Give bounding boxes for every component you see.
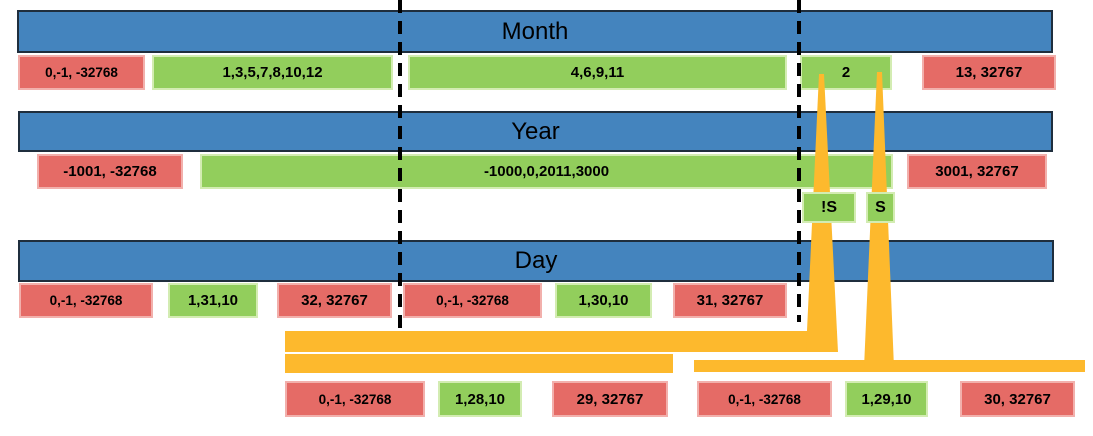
feb28-partition-invalid-low: 0,-1, -32768 [285,381,425,417]
day30-partition-invalid-high: 31, 32767 [673,283,787,318]
day-title: Day [514,247,558,274]
year-partition-valid: -1000,0,2011,3000 [200,154,893,189]
month-partition-february: 2 [800,55,892,90]
day-bar: Day [18,240,1054,282]
month-partition-invalid-low: 0,-1, -32768 [18,55,145,90]
year-bar: Year [18,111,1053,152]
feb-leap-bar-right-segment [694,360,1085,372]
feb-non-leap-bar [285,331,837,352]
year-partition-invalid-high: 3001, 32767 [907,154,1047,189]
feb28-partition-invalid-high: 29, 32767 [552,381,668,417]
month-partition-invalid-high: 13, 32767 [922,55,1056,90]
year-title: Year [511,117,560,145]
month-bar: Month [17,10,1053,53]
year-partition-invalid-low: -1001, -32768 [37,154,183,189]
day31-partition-valid: 1,31,10 [168,283,258,318]
leap-flag-not-leap: !S [802,192,856,223]
month-partition-30-day-months: 4,6,9,11 [408,55,787,90]
feb29-partition-invalid-high: 30, 32767 [960,381,1075,417]
feb-leap-bar-left-segment [285,354,673,373]
day31-partition-invalid-low: 0,-1, -32768 [19,283,153,318]
month-title: Month [501,17,569,45]
leap-flag-leap: S [866,192,895,223]
day30-partition-invalid-low: 0,-1, -32768 [403,283,542,318]
day30-partition-valid: 1,30,10 [555,283,652,318]
feb29-partition-valid: 1,29,10 [845,381,928,417]
month-partition-31-day-months: 1,3,5,7,8,10,12 [152,55,393,90]
feb29-partition-invalid-low: 0,-1, -32768 [697,381,832,417]
feb28-partition-valid: 1,28,10 [438,381,522,417]
day31-partition-invalid-high: 32, 32767 [277,283,392,318]
